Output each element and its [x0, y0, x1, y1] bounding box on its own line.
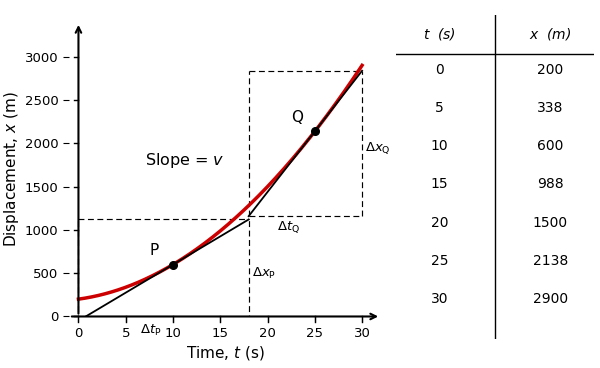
Text: 20: 20	[431, 216, 448, 230]
Text: $\Delta t_\mathrm{Q}$: $\Delta t_\mathrm{Q}$	[277, 219, 300, 235]
Y-axis label: Displacement, $x$ (m): Displacement, $x$ (m)	[2, 91, 20, 247]
Text: Q: Q	[291, 110, 303, 125]
Text: 10: 10	[431, 139, 448, 153]
Text: 25: 25	[431, 254, 448, 268]
Text: $\Delta x_\mathrm{P}$: $\Delta x_\mathrm{P}$	[253, 266, 277, 281]
Text: 2900: 2900	[533, 292, 568, 306]
Text: 2138: 2138	[533, 254, 568, 268]
Text: 5: 5	[435, 101, 444, 115]
Text: 1500: 1500	[533, 216, 568, 230]
Text: 600: 600	[537, 139, 563, 153]
Text: 200: 200	[538, 63, 563, 77]
Text: 0: 0	[435, 63, 444, 77]
Text: $t$  (s): $t$ (s)	[423, 26, 456, 42]
Text: $x$  (m): $x$ (m)	[529, 26, 572, 42]
Text: $\Delta t_\mathrm{P}$: $\Delta t_\mathrm{P}$	[140, 323, 161, 338]
Text: 338: 338	[537, 101, 563, 115]
Text: 30: 30	[431, 292, 448, 306]
Text: $\Delta x_\mathrm{Q}$: $\Delta x_\mathrm{Q}$	[365, 140, 391, 156]
Text: Slope = $v$: Slope = $v$	[145, 151, 224, 170]
Text: 988: 988	[537, 177, 564, 191]
X-axis label: Time, $t$ (s): Time, $t$ (s)	[185, 344, 265, 362]
Text: 15: 15	[431, 177, 448, 191]
Text: P: P	[149, 243, 158, 258]
